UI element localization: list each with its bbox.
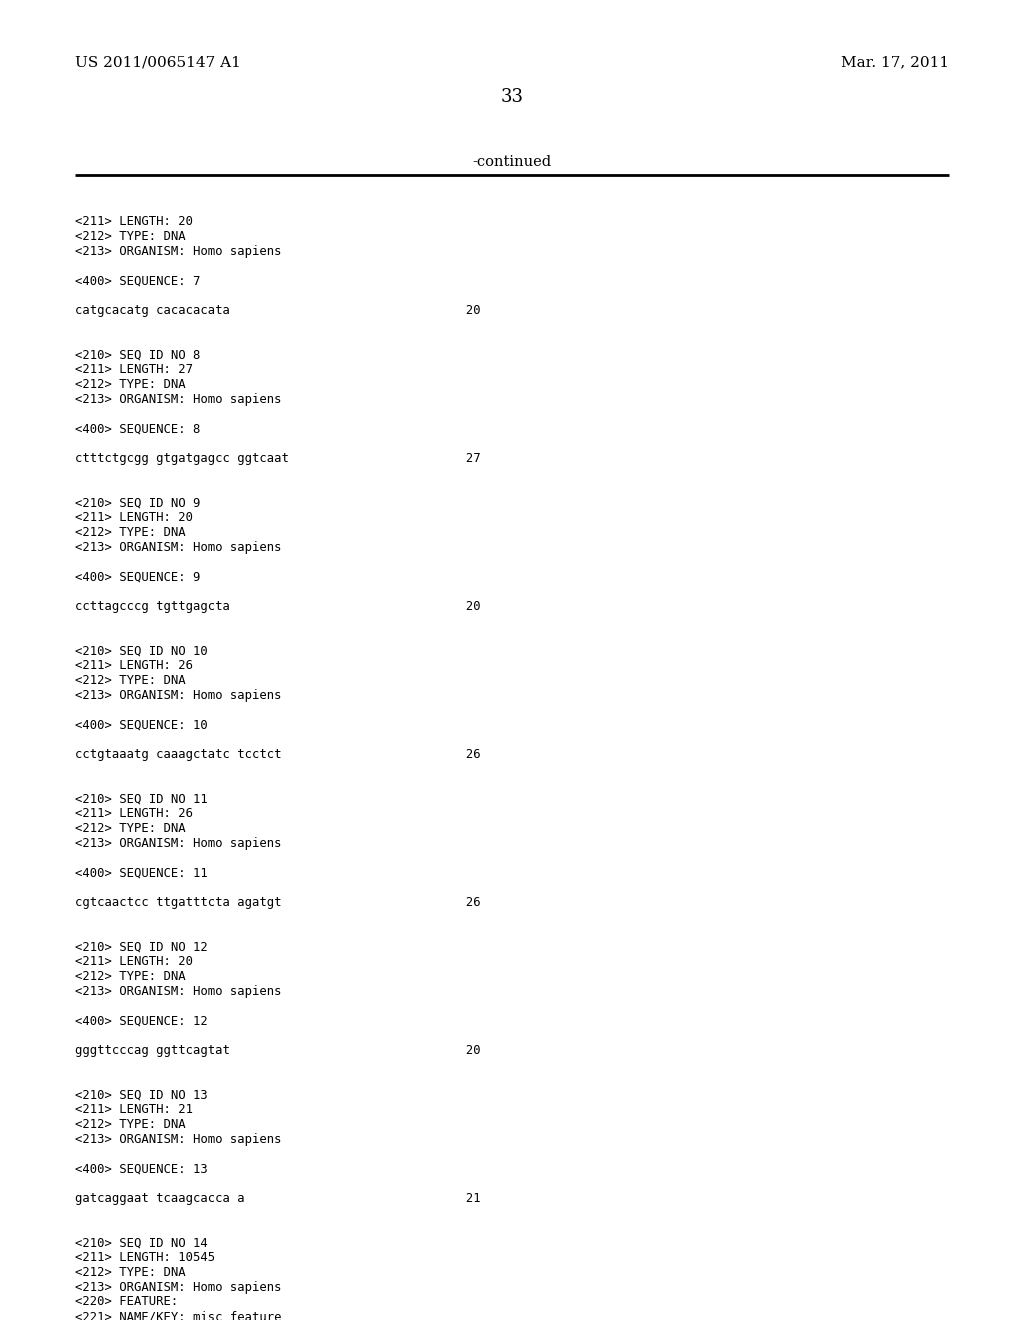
Text: 33: 33 [501,88,523,106]
Text: ctttctgcgg gtgatgagcc ggtcaat                        27: ctttctgcgg gtgatgagcc ggtcaat 27 [75,451,480,465]
Text: <400> SEQUENCE: 12: <400> SEQUENCE: 12 [75,1014,208,1027]
Text: <212> TYPE: DNA: <212> TYPE: DNA [75,525,185,539]
Text: <400> SEQUENCE: 7: <400> SEQUENCE: 7 [75,275,201,288]
Text: <211> LENGTH: 26: <211> LENGTH: 26 [75,807,193,820]
Text: <210> SEQ ID NO 9: <210> SEQ ID NO 9 [75,496,201,510]
Text: gggttcccag ggttcagtat                                20: gggttcccag ggttcagtat 20 [75,1044,480,1057]
Text: <400> SEQUENCE: 13: <400> SEQUENCE: 13 [75,1162,208,1175]
Text: <400> SEQUENCE: 8: <400> SEQUENCE: 8 [75,422,201,436]
Text: <212> TYPE: DNA: <212> TYPE: DNA [75,970,185,983]
Text: <213> ORGANISM: Homo sapiens: <213> ORGANISM: Homo sapiens [75,392,282,405]
Text: <212> TYPE: DNA: <212> TYPE: DNA [75,378,185,391]
Text: <211> LENGTH: 27: <211> LENGTH: 27 [75,363,193,376]
Text: <210> SEQ ID NO 13: <210> SEQ ID NO 13 [75,1088,208,1101]
Text: <211> LENGTH: 20: <211> LENGTH: 20 [75,954,193,968]
Text: <213> ORGANISM: Homo sapiens: <213> ORGANISM: Homo sapiens [75,1280,282,1294]
Text: <221> NAME/KEY: misc_feature: <221> NAME/KEY: misc_feature [75,1311,282,1320]
Text: <210> SEQ ID NO 10: <210> SEQ ID NO 10 [75,644,208,657]
Text: <220> FEATURE:: <220> FEATURE: [75,1295,178,1308]
Text: cctgtaaatg caaagctatc tcctct                         26: cctgtaaatg caaagctatc tcctct 26 [75,748,480,760]
Text: gatcaggaat tcaagcacca a                              21: gatcaggaat tcaagcacca a 21 [75,1192,480,1205]
Text: <213> ORGANISM: Homo sapiens: <213> ORGANISM: Homo sapiens [75,244,282,257]
Text: <212> TYPE: DNA: <212> TYPE: DNA [75,1266,185,1279]
Text: <211> LENGTH: 21: <211> LENGTH: 21 [75,1104,193,1115]
Text: <212> TYPE: DNA: <212> TYPE: DNA [75,822,185,834]
Text: Mar. 17, 2011: Mar. 17, 2011 [841,55,949,69]
Text: <211> LENGTH: 20: <211> LENGTH: 20 [75,215,193,228]
Text: US 2011/0065147 A1: US 2011/0065147 A1 [75,55,241,69]
Text: catgcacatg cacacacata                                20: catgcacatg cacacacata 20 [75,304,480,317]
Text: ccttagcccg tgttgagcta                                20: ccttagcccg tgttgagcta 20 [75,599,480,612]
Text: -continued: -continued [472,154,552,169]
Text: <211> LENGTH: 20: <211> LENGTH: 20 [75,511,193,524]
Text: <213> ORGANISM: Homo sapiens: <213> ORGANISM: Homo sapiens [75,837,282,850]
Text: <211> LENGTH: 10545: <211> LENGTH: 10545 [75,1251,215,1265]
Text: <210> SEQ ID NO 8: <210> SEQ ID NO 8 [75,348,201,362]
Text: <400> SEQUENCE: 11: <400> SEQUENCE: 11 [75,866,208,879]
Text: cgtcaactcc ttgatttcta agatgt                         26: cgtcaactcc ttgatttcta agatgt 26 [75,896,480,908]
Text: <210> SEQ ID NO 14: <210> SEQ ID NO 14 [75,1237,208,1249]
Text: <400> SEQUENCE: 10: <400> SEQUENCE: 10 [75,718,208,731]
Text: <210> SEQ ID NO 11: <210> SEQ ID NO 11 [75,792,208,805]
Text: <210> SEQ ID NO 12: <210> SEQ ID NO 12 [75,940,208,953]
Text: <212> TYPE: DNA: <212> TYPE: DNA [75,673,185,686]
Text: <213> ORGANISM: Homo sapiens: <213> ORGANISM: Homo sapiens [75,1133,282,1146]
Text: <212> TYPE: DNA: <212> TYPE: DNA [75,230,185,243]
Text: <213> ORGANISM: Homo sapiens: <213> ORGANISM: Homo sapiens [75,541,282,553]
Text: <212> TYPE: DNA: <212> TYPE: DNA [75,1118,185,1131]
Text: <211> LENGTH: 26: <211> LENGTH: 26 [75,659,193,672]
Text: <213> ORGANISM: Homo sapiens: <213> ORGANISM: Homo sapiens [75,985,282,998]
Text: <213> ORGANISM: Homo sapiens: <213> ORGANISM: Homo sapiens [75,689,282,702]
Text: <400> SEQUENCE: 9: <400> SEQUENCE: 9 [75,570,201,583]
